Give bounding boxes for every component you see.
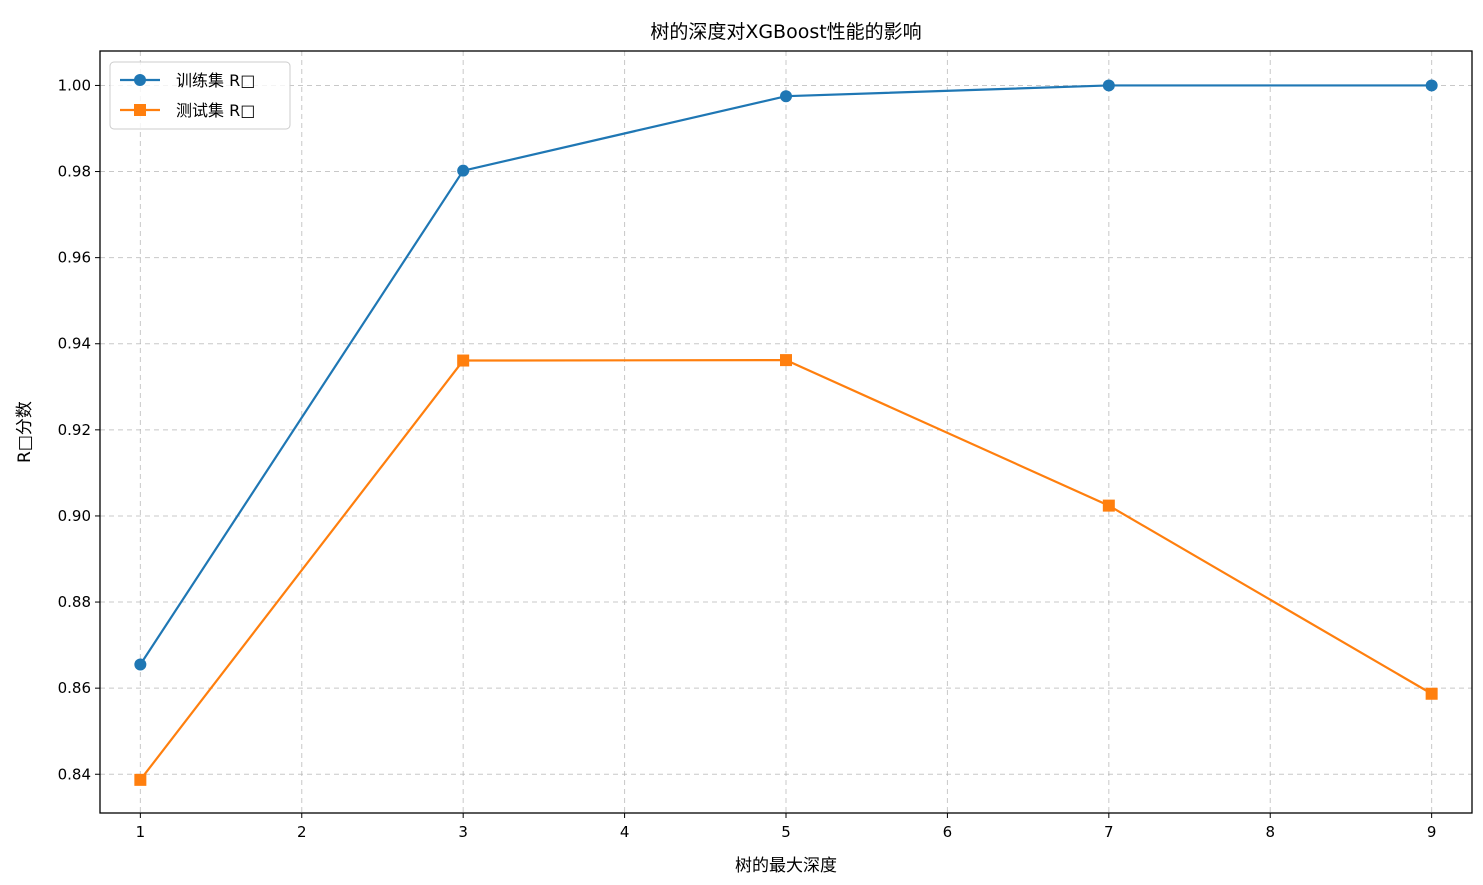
data-point [134,773,147,786]
x-axis-label: 树的最大深度 [735,856,837,876]
x-tick-label: 5 [781,823,791,841]
x-tick-label: 6 [943,823,953,841]
data-point [1425,687,1438,700]
data-point [1425,79,1438,92]
x-tick-label: 2 [297,823,307,841]
y-tick-label: 0.92 [58,421,91,439]
legend-box [109,61,291,130]
legend: 训练集 R□ 测试集 R□ [109,61,291,130]
y-tick-label: 0.94 [58,335,91,353]
data-point [1102,79,1115,92]
y-axis: 0.84 0.86 0.88 0.90 0.92 0.94 0.96 0.98 1.00 [58,76,100,783]
y-tick-label: 1.00 [58,76,91,94]
y-tick-label: 0.88 [58,593,91,611]
data-point [457,354,470,367]
chart-title: 树的深度对XGBoost性能的影响 [650,21,921,43]
x-tick-label: 3 [458,823,468,841]
y-tick-label: 0.96 [58,249,91,267]
grid [100,51,1472,813]
x-tick-label: 1 [136,823,146,841]
data-point [1102,499,1115,512]
data-point [780,90,792,103]
y-tick-label: 0.98 [58,163,91,181]
series-layer [134,79,1438,786]
legend-marker [134,74,146,86]
x-tick-label: 9 [1427,823,1437,841]
y-tick-label: 0.84 [58,765,91,783]
y-axis-label: R□分数 [15,401,35,463]
y-tick-label: 0.90 [58,507,91,525]
legend-label: 训练集 R□ [176,71,255,90]
x-axis: 1 2 3 4 5 6 7 8 9 [136,813,1437,841]
legend-label: 测试集 R□ [176,101,255,120]
x-tick-label: 8 [1265,823,1275,841]
legend-marker [134,104,146,116]
x-tick-label: 7 [1104,823,1114,841]
data-point [457,164,470,177]
data-point [780,354,792,367]
data-point [134,658,147,671]
series-2 [134,354,1438,786]
y-tick-label: 0.86 [58,679,91,697]
series-1 [134,79,1438,671]
x-tick-label: 4 [620,823,630,841]
